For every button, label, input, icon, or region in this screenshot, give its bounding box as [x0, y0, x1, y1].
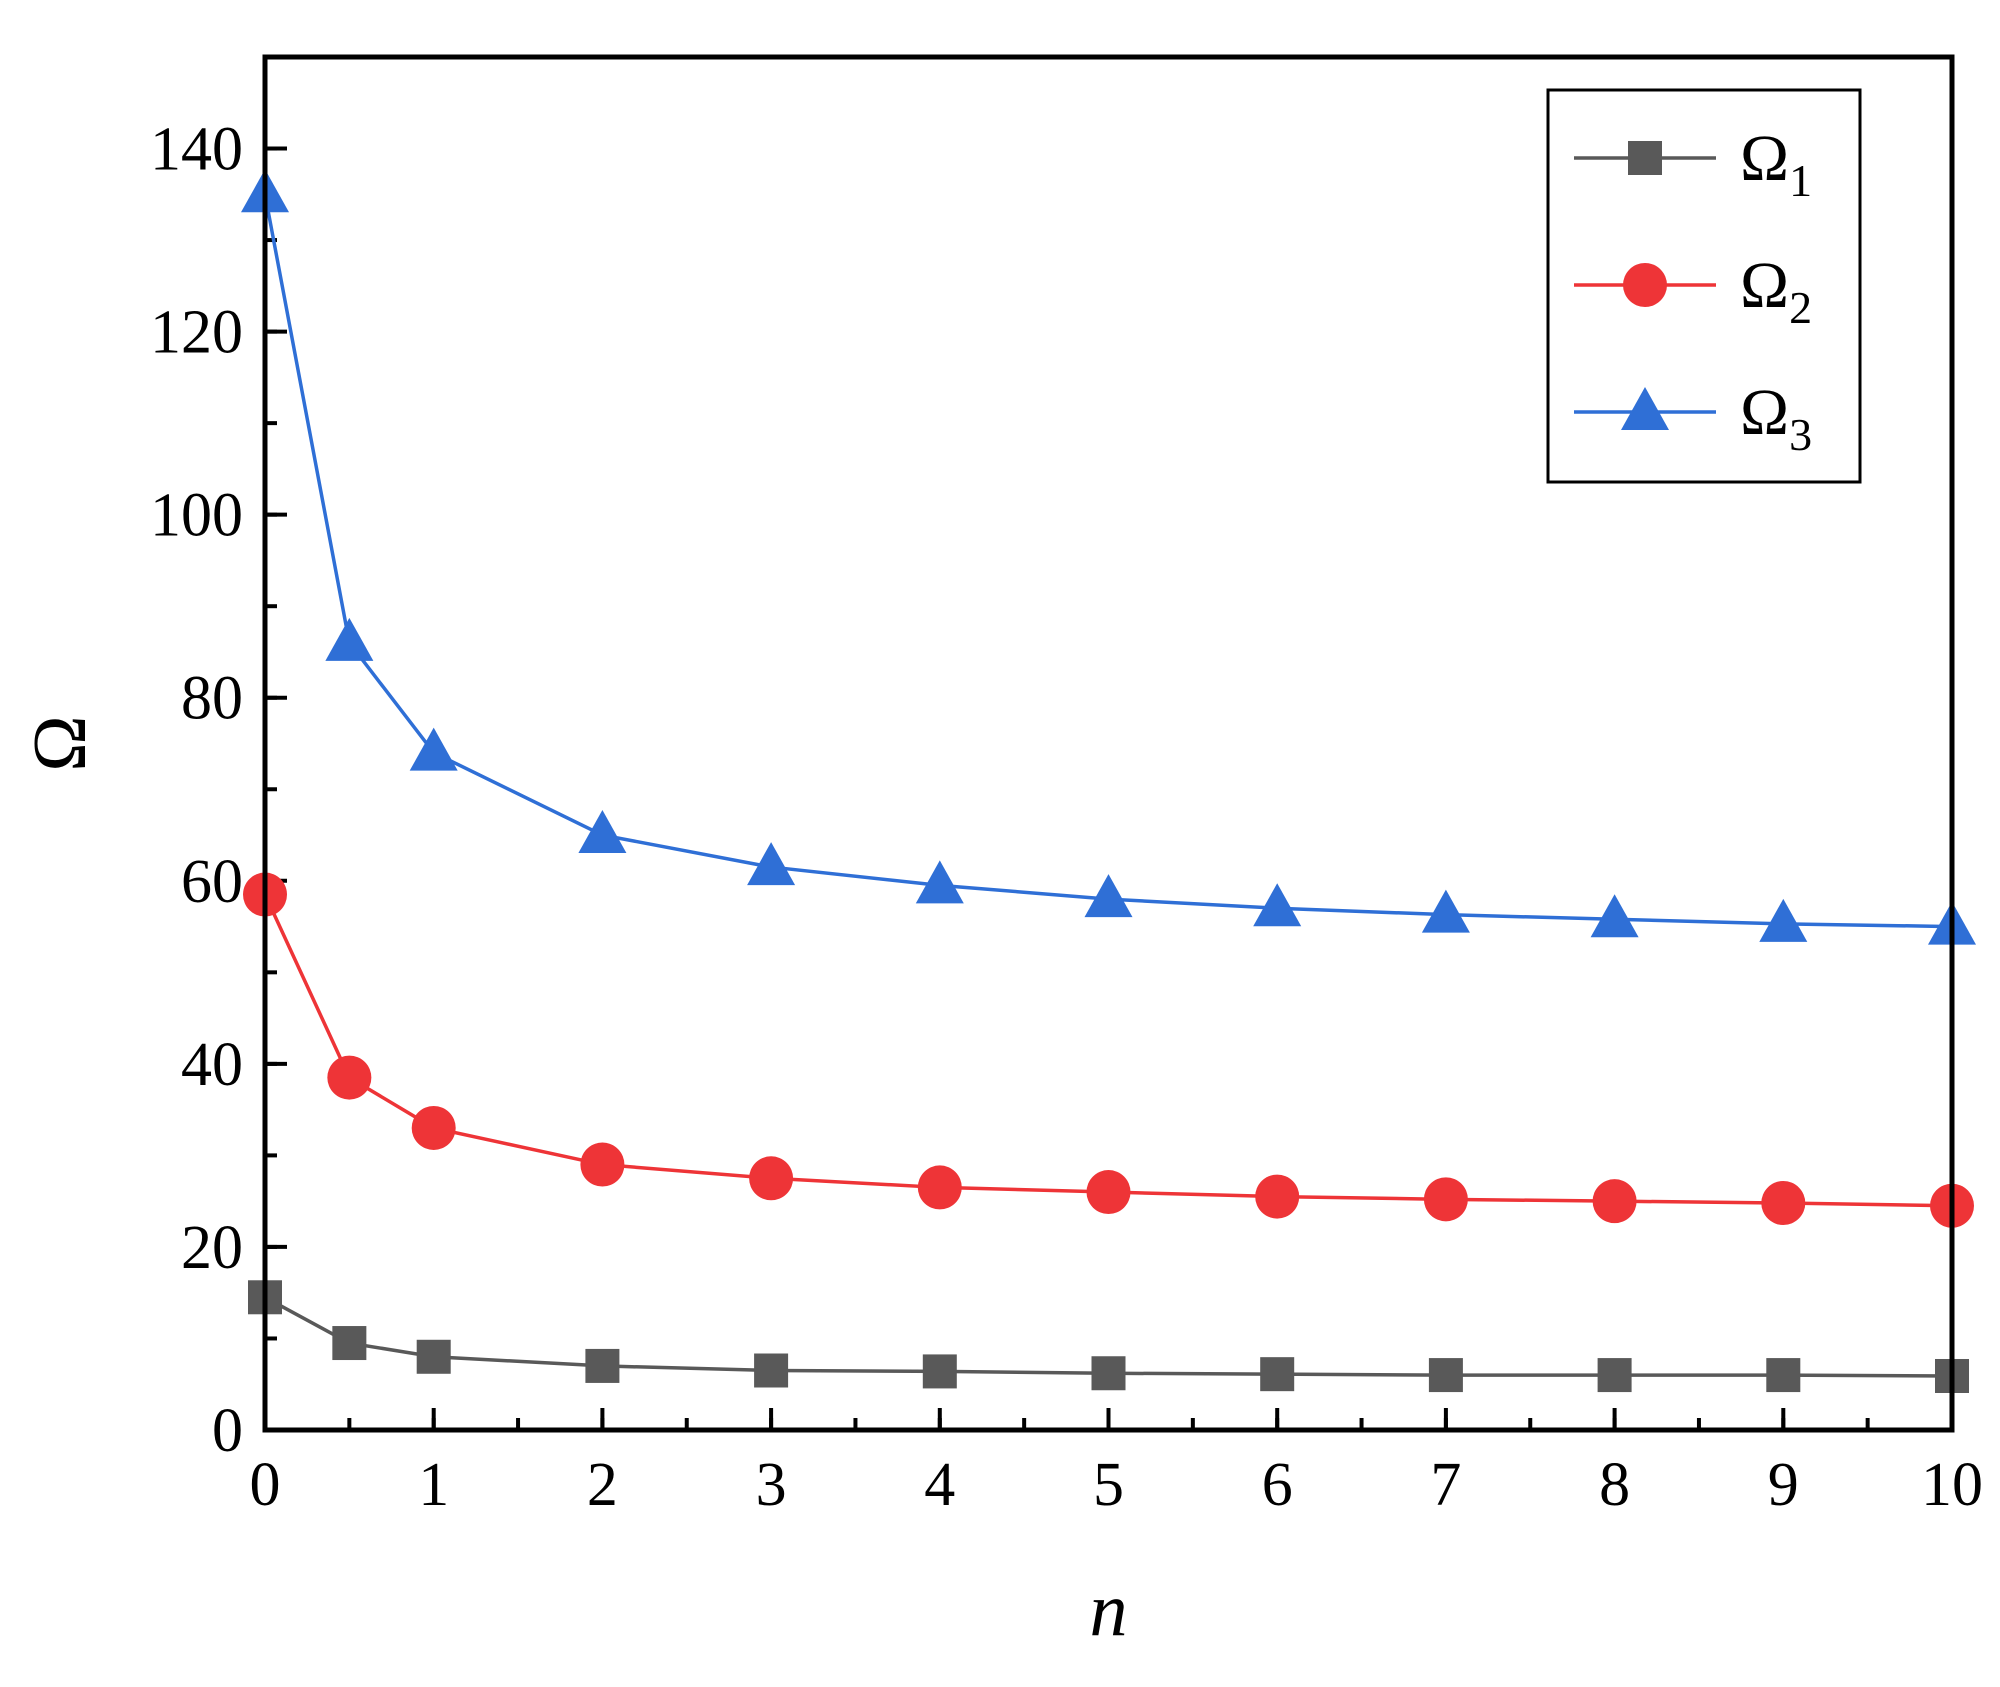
x-tick-label: 10 [1921, 1451, 1983, 1519]
legend-entry-omega-2: Ω2 [1574, 249, 1812, 333]
data-point-marker [1423, 1177, 1468, 1222]
x-tick-label: 4 [924, 1451, 955, 1519]
data-point-marker [580, 1142, 625, 1187]
series-line [263, 193, 1953, 929]
data-point-marker [409, 727, 458, 771]
data-point-marker [1623, 263, 1667, 307]
data-point-marker [1759, 898, 1808, 942]
data-point-marker [1091, 1356, 1126, 1391]
data-point-marker [578, 810, 627, 854]
legend-label: Ω3 [1740, 376, 1812, 460]
data-point-marker [1621, 387, 1669, 430]
data-point-marker [1260, 1357, 1295, 1392]
data-point-marker [1428, 1358, 1463, 1393]
y-tick-label: 40 [181, 1031, 243, 1099]
y-tick-label: 80 [181, 665, 243, 733]
plot-frame [262, 54, 1955, 1433]
legend-label: Ω2 [1740, 249, 1812, 333]
data-point-marker [747, 842, 796, 886]
data-point-marker [749, 1156, 794, 1201]
y-tick-label: 60 [181, 848, 243, 916]
data-point-marker [1766, 1358, 1801, 1393]
data-point-marker [922, 1354, 957, 1389]
y-tick-label: 20 [181, 1214, 243, 1282]
data-point-marker [1590, 894, 1639, 938]
axes-frame [262, 54, 1955, 1433]
y-tick-label: 0 [212, 1397, 243, 1465]
data-point-marker [915, 860, 964, 904]
data-point-marker [917, 1165, 962, 1210]
data-point-marker [327, 1055, 372, 1100]
series-omega-3 [241, 169, 1976, 945]
data-point-marker [1592, 1179, 1637, 1224]
y-tick-label: 140 [150, 116, 243, 184]
data-point-marker [1761, 1180, 1806, 1225]
x-axis-title: n [1090, 1568, 1128, 1652]
y-tick-label: 100 [150, 482, 243, 550]
data-series [241, 169, 1976, 1393]
x-tick-label: 6 [1262, 1451, 1293, 1519]
data-point-marker [1253, 883, 1302, 927]
x-tick-label: 1 [418, 1451, 449, 1519]
x-tick-label: 8 [1599, 1451, 1630, 1519]
x-tick-label: 5 [1093, 1451, 1124, 1519]
data-point-marker [1255, 1174, 1300, 1219]
y-axis-title: Ω [18, 715, 102, 771]
x-tick-label: 3 [756, 1451, 787, 1519]
series-line [263, 893, 1953, 1208]
data-point-marker [416, 1339, 451, 1374]
legend-entry-omega-3: Ω3 [1574, 376, 1812, 460]
data-point-marker [325, 617, 374, 661]
data-point-marker [1084, 874, 1133, 918]
y-tick-label: 120 [150, 299, 243, 367]
data-point-marker [1086, 1170, 1131, 1215]
legend-label: Ω1 [1740, 122, 1812, 206]
data-point-marker [332, 1326, 367, 1361]
data-point-marker [1597, 1358, 1632, 1393]
data-point-marker [585, 1348, 620, 1383]
data-point-marker [411, 1105, 456, 1150]
x-tick-label: 0 [250, 1451, 281, 1519]
series-omega-1 [248, 1280, 1969, 1393]
data-point-marker [1421, 889, 1470, 933]
data-point-marker [1628, 141, 1662, 175]
x-tick-label: 9 [1768, 1451, 1799, 1519]
series-omega-2 [243, 872, 1974, 1228]
x-tick-label: 7 [1430, 1451, 1461, 1519]
legend-entry-omega-1: Ω1 [1574, 122, 1812, 206]
data-point-marker [754, 1353, 789, 1388]
x-tick-label: 2 [587, 1451, 618, 1519]
chart-legend: Ω1 Ω2 Ω3 [1546, 88, 1862, 484]
